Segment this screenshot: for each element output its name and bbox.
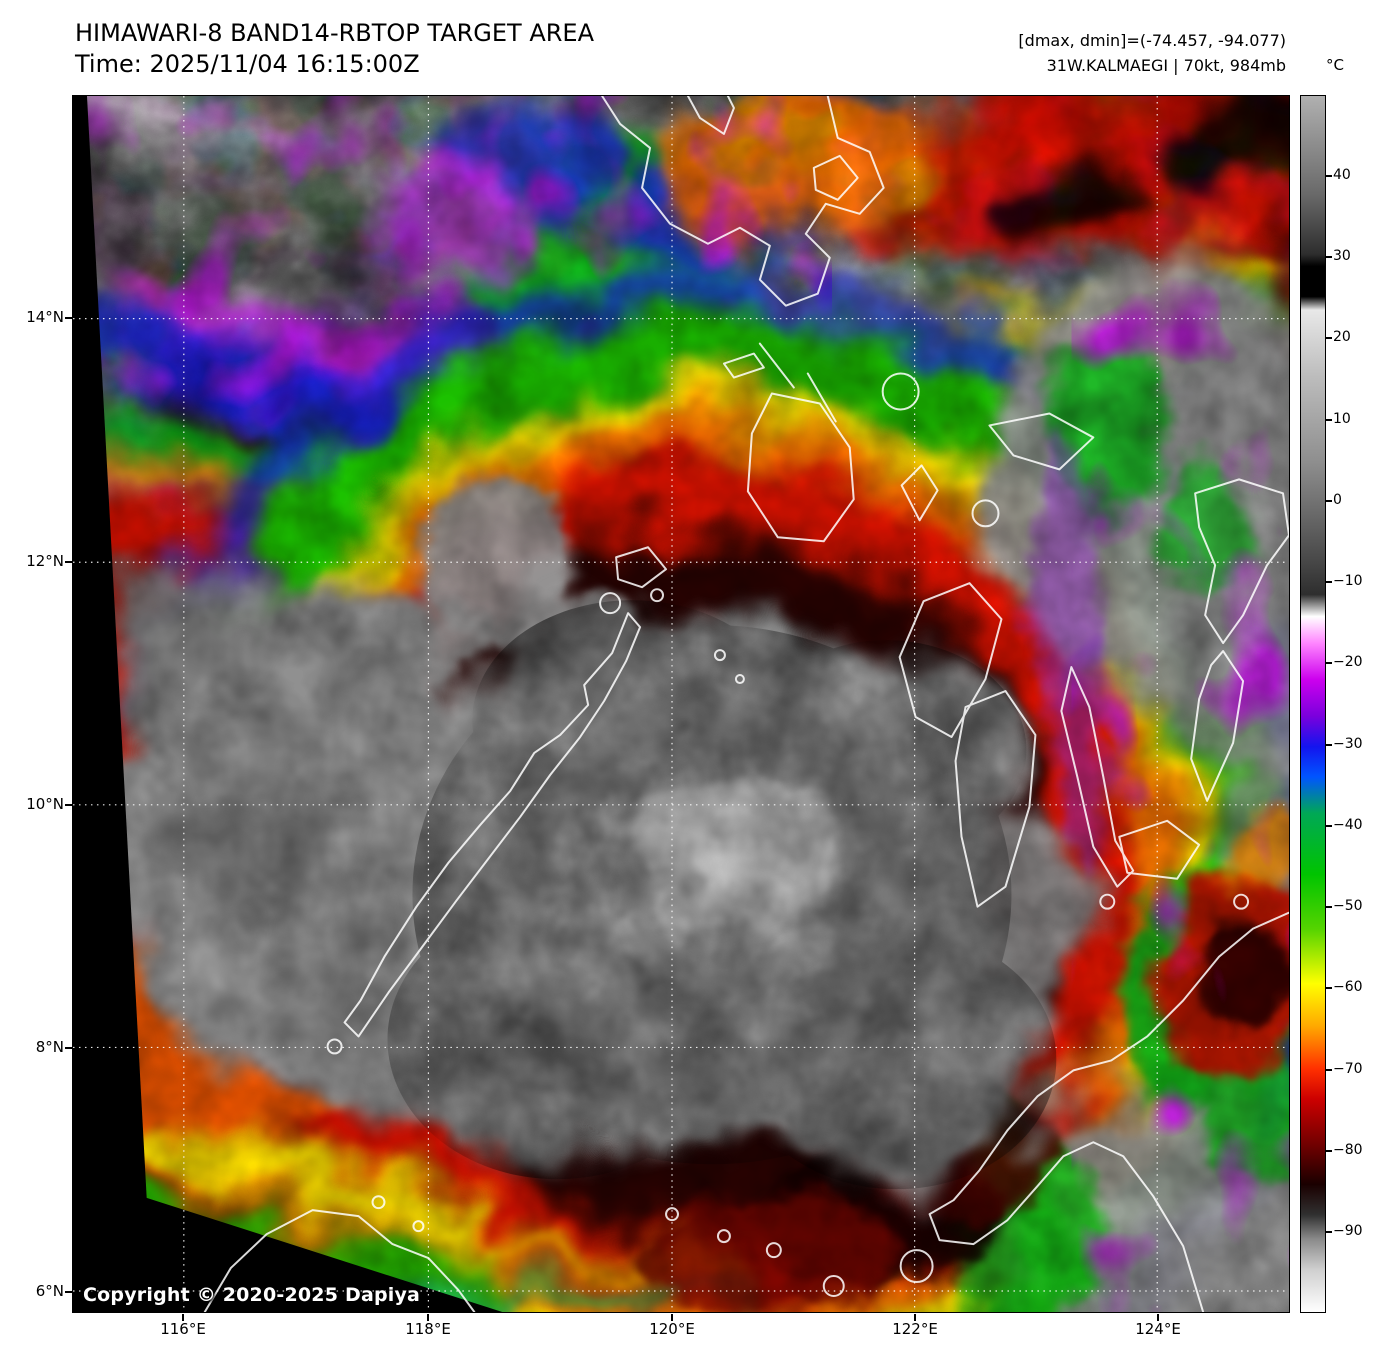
colorbar [1300, 95, 1326, 1313]
tick-mark [671, 1314, 673, 1321]
colorbar-tick-label: −20 [1333, 654, 1363, 670]
tick-mark [1326, 419, 1332, 421]
colorbar-unit-label: °C [1326, 56, 1344, 74]
tick-mark [1326, 581, 1332, 583]
lon-axis-label: 116°E [160, 1320, 206, 1338]
colorbar-tick-label: −10 [1333, 573, 1363, 589]
lat-axis-label: 10°N [26, 795, 64, 813]
tick-mark [182, 1314, 184, 1321]
colorbar-tick-label: −90 [1333, 1223, 1363, 1239]
tick-mark [1326, 256, 1332, 258]
figure-header: HIMAWARI-8 BAND14-RBTOP TARGET AREA Time… [75, 18, 594, 80]
tick-mark [1326, 906, 1332, 908]
lon-axis-label: 118°E [405, 1320, 451, 1338]
colorbar-tick-label: −40 [1333, 817, 1363, 833]
tick-mark [1326, 744, 1332, 746]
colorbar-tick-label: 20 [1333, 329, 1351, 345]
colorbar-tick-label: −50 [1333, 898, 1363, 914]
coastlines [203, 96, 1289, 1312]
tick-mark [1326, 337, 1332, 339]
tick-mark [65, 1047, 72, 1049]
lat-axis-label: 6°N [35, 1282, 64, 1300]
value-range-label: [dmax, dmin]=(-74.457, -94.077) [1018, 31, 1286, 50]
tick-mark [65, 561, 72, 563]
tick-mark [1157, 1314, 1159, 1321]
lat-axis-label: 12°N [26, 552, 64, 570]
colorbar-tick-label: 10 [1333, 411, 1351, 427]
colorbar-tick-label: −80 [1333, 1142, 1363, 1158]
storm-info-label: 31W.KALMAEGI | 70kt, 984mb [1046, 56, 1286, 75]
tick-mark [427, 1314, 429, 1321]
colorbar-tick-label: 30 [1333, 248, 1351, 264]
colorbar-tick-label: −30 [1333, 736, 1363, 752]
colorbar-tick-label: 0 [1333, 492, 1342, 508]
lat-axis-label: 14°N [26, 308, 64, 326]
copyright-label: Copyright © 2020-2025 Dapiya [83, 1284, 421, 1306]
lon-axis-label: 124°E [1135, 1320, 1181, 1338]
tick-mark [1326, 825, 1332, 827]
grid-lines [73, 96, 1289, 1312]
tick-mark [65, 804, 72, 806]
figure-header-right: [dmax, dmin]=(-74.457, -94.077) 31W.KALM… [1018, 28, 1286, 78]
tick-mark [1326, 1069, 1332, 1071]
lon-axis-label: 122°E [892, 1320, 938, 1338]
colorbar-tick-label: −60 [1333, 979, 1363, 995]
tick-mark [914, 1314, 916, 1321]
scan-edge-sliver [73, 96, 153, 1312]
lon-axis-label: 120°E [649, 1320, 695, 1338]
tick-mark [1326, 175, 1332, 177]
tick-mark [1326, 662, 1332, 664]
tick-mark [1326, 1231, 1332, 1233]
figure-timestamp: Time: 2025/11/04 16:15:00Z [75, 50, 420, 78]
lat-axis-label: 8°N [35, 1038, 64, 1056]
figure-title: HIMAWARI-8 BAND14-RBTOP TARGET AREA [75, 19, 595, 47]
tick-mark [1326, 1150, 1332, 1152]
satellite-map: Copyright © 2020-2025 Dapiya [72, 95, 1290, 1313]
colorbar-tick-label: 40 [1333, 167, 1351, 183]
tick-mark [65, 1291, 72, 1293]
tick-mark [1326, 500, 1332, 502]
satellite-image [73, 96, 1289, 1312]
tick-mark [1326, 987, 1332, 989]
colorbar-tick-label: −70 [1333, 1061, 1363, 1077]
tick-mark [65, 317, 72, 319]
